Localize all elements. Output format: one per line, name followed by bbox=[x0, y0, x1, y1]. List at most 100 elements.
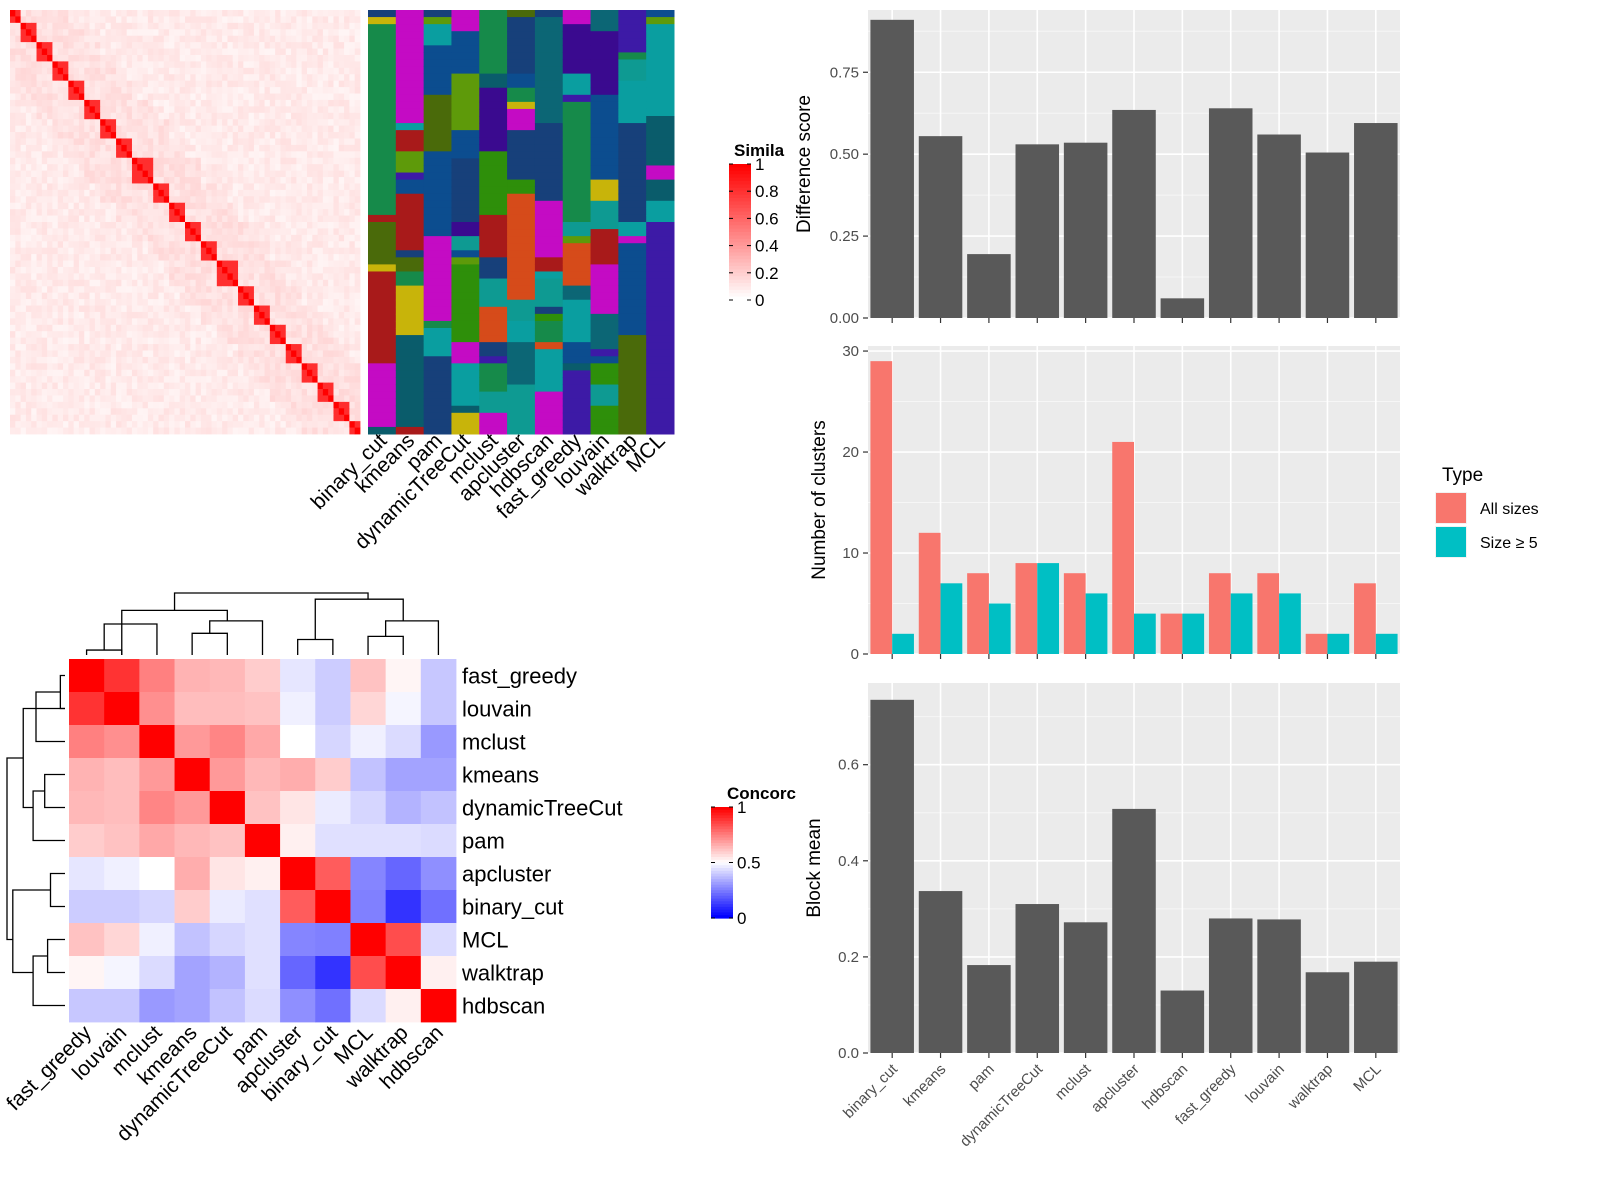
similarity-cell bbox=[269, 299, 276, 306]
similarity-cell bbox=[100, 164, 106, 171]
membership-cell bbox=[562, 24, 592, 32]
similarity-cell bbox=[179, 331, 186, 339]
similarity-cell bbox=[264, 260, 271, 268]
similarity-cell bbox=[142, 389, 149, 396]
similarity-cell bbox=[84, 74, 90, 82]
similarity-cell bbox=[269, 382, 276, 390]
similarity-cell bbox=[105, 292, 112, 300]
similarity-cell bbox=[121, 189, 128, 197]
similarity-cell bbox=[301, 305, 308, 313]
similarity-cell bbox=[333, 87, 340, 94]
similarity-cell bbox=[264, 87, 271, 94]
similarity-cell bbox=[94, 42, 101, 49]
similarity-cell bbox=[275, 331, 281, 339]
similarity-cell bbox=[105, 209, 112, 216]
similarity-cell bbox=[57, 427, 64, 435]
similarity-cell bbox=[328, 209, 334, 216]
similarity-cell bbox=[200, 292, 207, 300]
similarity-cell bbox=[227, 363, 234, 371]
similarity-cell bbox=[333, 112, 340, 120]
similarity-cell bbox=[206, 80, 212, 88]
similarity-cell bbox=[121, 305, 128, 313]
similarity-cell bbox=[94, 260, 101, 268]
similarity-cell bbox=[190, 125, 196, 133]
similarity-cell bbox=[89, 151, 96, 159]
similarity-cell bbox=[89, 408, 96, 416]
similarity-cell bbox=[227, 215, 234, 223]
similarity-cell bbox=[301, 356, 308, 364]
similarity-cell bbox=[190, 132, 196, 139]
similarity-cell bbox=[116, 29, 122, 37]
similarity-cell bbox=[349, 157, 356, 165]
similarity-cell bbox=[158, 29, 165, 37]
similarity-cell bbox=[78, 241, 85, 249]
membership-cell bbox=[507, 405, 536, 414]
similarity-cell bbox=[285, 350, 292, 358]
similarity-cell bbox=[20, 16, 27, 24]
similarity-cell bbox=[163, 209, 170, 216]
similarity-cell bbox=[10, 427, 16, 435]
similarity-cell bbox=[344, 408, 350, 416]
similarity-cell bbox=[163, 10, 170, 17]
similarity-cell bbox=[100, 170, 106, 178]
similarity-cell bbox=[248, 395, 255, 403]
similarity-cell bbox=[259, 189, 265, 197]
similarity-cell bbox=[206, 16, 212, 24]
similarity-cell bbox=[253, 427, 260, 435]
similarity-cell bbox=[338, 414, 345, 422]
membership-cell bbox=[507, 384, 536, 393]
similarity-cell bbox=[328, 87, 334, 94]
similarity-cell bbox=[179, 414, 186, 422]
similarity-cell bbox=[15, 189, 21, 197]
similarity-cell bbox=[354, 331, 361, 339]
similarity-cell bbox=[158, 356, 165, 364]
membership-cell bbox=[507, 52, 536, 60]
similarity-cell bbox=[73, 382, 80, 390]
similarity-cell bbox=[253, 273, 260, 281]
similarity-cell bbox=[312, 170, 318, 178]
similarity-cell bbox=[206, 279, 212, 287]
membership-cell bbox=[618, 52, 647, 60]
similarity-cell bbox=[306, 125, 313, 133]
similarity-cell bbox=[100, 177, 106, 184]
membership-cell bbox=[368, 130, 397, 138]
similarity-cell bbox=[142, 215, 149, 223]
membership-cell bbox=[590, 193, 619, 202]
similarity-cell bbox=[179, 74, 186, 82]
similarity-cell bbox=[131, 22, 138, 30]
similarity-cell bbox=[137, 273, 143, 281]
similarity-cell bbox=[137, 170, 143, 178]
similarity-cell bbox=[121, 93, 128, 101]
similarity-cell bbox=[158, 414, 165, 422]
membership-cell bbox=[423, 356, 452, 364]
similarity-cell bbox=[195, 421, 202, 428]
similarity-cell bbox=[259, 202, 265, 210]
membership-cell bbox=[507, 250, 536, 258]
similarity-cell bbox=[105, 260, 112, 268]
similarity-cell bbox=[41, 266, 48, 274]
similarity-cell bbox=[190, 106, 196, 114]
similarity-cell bbox=[47, 337, 53, 345]
similarity-cell bbox=[312, 376, 318, 383]
similarity-cell bbox=[264, 125, 271, 133]
similarity-cell bbox=[328, 144, 334, 152]
membership-cell bbox=[479, 299, 508, 308]
similarity-cell bbox=[264, 234, 271, 242]
similarity-cell bbox=[275, 22, 281, 30]
similarity-cell bbox=[68, 337, 75, 345]
similarity-cell bbox=[190, 376, 196, 383]
similarity-cell bbox=[163, 164, 170, 171]
similarity-cell bbox=[116, 35, 122, 43]
similarity-cell bbox=[52, 151, 59, 159]
membership-cell bbox=[562, 144, 592, 152]
similarity-cell bbox=[222, 408, 228, 416]
similarity-cell bbox=[349, 337, 356, 345]
similarity-cell bbox=[131, 427, 138, 435]
similarity-cell bbox=[36, 170, 43, 178]
membership-cell bbox=[451, 229, 480, 237]
similarity-cell bbox=[216, 144, 223, 152]
similarity-cell bbox=[285, 74, 292, 82]
similarity-cell bbox=[317, 106, 324, 114]
membership-cell bbox=[368, 94, 397, 103]
similarity-cell bbox=[269, 125, 276, 133]
